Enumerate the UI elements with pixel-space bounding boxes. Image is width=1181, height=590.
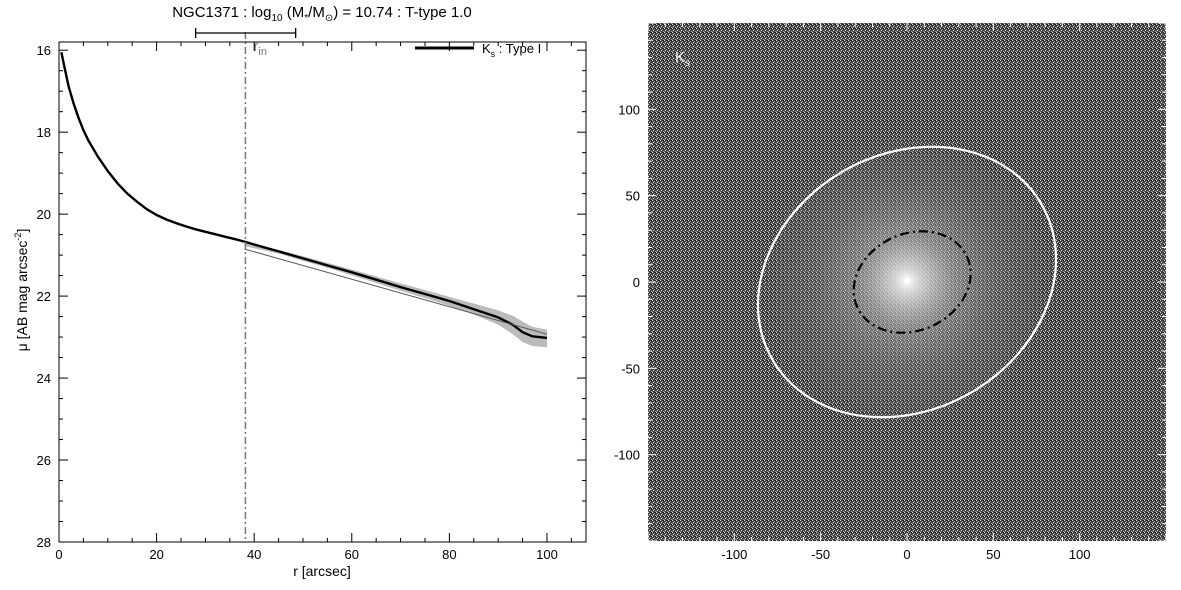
- title-mass-open: (M: [283, 4, 305, 21]
- plot-frame: [58, 41, 587, 543]
- image-y-tick-label: 100: [618, 102, 640, 117]
- y-tick-label: 16: [37, 43, 51, 58]
- x-tick-label: 60: [345, 547, 359, 562]
- image-x-tick-label: -50: [811, 547, 830, 562]
- profile-panel: rin 0 20 40 60 80 100 16 18 20 22 24 26 28 r [arcsec…: [13, 28, 587, 579]
- axis-ticks: [58, 42, 586, 543]
- isophote-ellipses: [756, 145, 1058, 419]
- galaxy-core: [904, 278, 910, 284]
- title-rest: ) = 10.74 : T-type 1.0: [333, 4, 472, 21]
- image-y-tick-label: -50: [621, 361, 640, 376]
- rin-label-main: r: [253, 38, 258, 55]
- axis-tick-labels: 0 20 40 60 80 100 16 18 20 22 24 26 28: [37, 43, 558, 562]
- inner-rin-ellipse: [852, 230, 972, 334]
- y-axis-label-close: ]: [14, 229, 30, 233]
- x-tick-label: 40: [247, 547, 261, 562]
- y-tick-label: 18: [37, 125, 51, 140]
- image-x-tick-label: -100: [721, 547, 747, 562]
- panel-label: Ks: [675, 49, 690, 69]
- y-axis-label-main: μ [AB mag arcsec: [14, 241, 30, 352]
- title-mass-div: /M: [308, 4, 325, 21]
- image-x-tick-label: 100: [1069, 547, 1091, 562]
- panel-label-main: K: [675, 49, 685, 66]
- rin-marker: rin: [194, 28, 297, 542]
- x-tick-label: 20: [149, 547, 163, 562]
- image-y-tick-label: 50: [626, 189, 640, 204]
- legend-label-main: K: [482, 41, 491, 56]
- x-axis-label: r [arcsec]: [293, 563, 351, 579]
- legend-label-sub: s: [491, 49, 496, 59]
- image-x-tick-label: 50: [986, 547, 1000, 562]
- rin-label: rin: [253, 38, 267, 58]
- profile-line: [60, 51, 548, 340]
- image-y-tick-label: -100: [614, 448, 640, 463]
- x-tick-label: 80: [442, 547, 456, 562]
- legend: Ks : Type I: [415, 41, 541, 59]
- legend-label: Ks : Type I: [482, 41, 541, 59]
- legend-label-rest: : Type I: [495, 41, 541, 56]
- title-mass-sun: ⊙: [325, 13, 333, 24]
- y-tick-label: 24: [37, 371, 51, 386]
- image-x-tick-label: 0: [903, 547, 910, 562]
- image-axis-tick-labels: -100 -50 0 50 100 -100 -50 0 50 100: [614, 102, 1091, 562]
- title-main: NGC1371 : log: [172, 4, 271, 21]
- image-y-tick-label: 0: [633, 275, 640, 290]
- y-tick-label: 20: [37, 207, 51, 222]
- y-tick-label: 26: [37, 453, 51, 468]
- image-panel: -100 -50 0 50 100 -100 -50 0 50 100 Ks: [614, 22, 1167, 562]
- rin-label-sub: in: [258, 46, 267, 58]
- y-tick-label: 28: [37, 535, 51, 550]
- x-tick-label: 100: [536, 547, 558, 562]
- image-axis-ticks: [647, 22, 1167, 542]
- title-subscript: 10: [271, 13, 283, 24]
- y-tick-label: 22: [37, 289, 51, 304]
- uncertainty-band-area: [244, 243, 547, 348]
- panel-label-sub: s: [685, 58, 690, 69]
- outer-isophote-ellipse: [756, 145, 1058, 419]
- y-axis-label-sup: -2: [13, 233, 23, 241]
- x-tick-label: 0: [55, 547, 62, 562]
- disc-fit-line: [244, 248, 548, 335]
- title-mass-star: *: [304, 13, 308, 24]
- uncertainty-band: [244, 243, 547, 348]
- profile-series: [60, 51, 548, 340]
- y-axis-label: μ [AB mag arcsec-2]: [13, 229, 30, 352]
- chart-title: NGC1371 : log10 (M*/M⊙) = 10.74 : T-type…: [172, 4, 472, 24]
